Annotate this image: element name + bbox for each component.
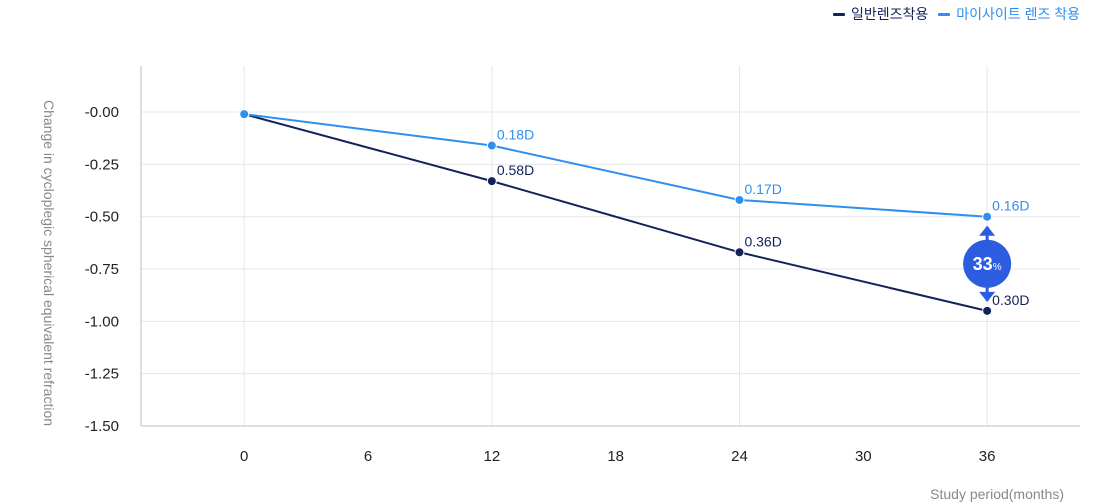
series-line-regular: [243, 113, 988, 312]
data-label-mysight: 0.17D: [744, 181, 781, 197]
y-tick-label: -0.75: [85, 261, 119, 278]
legend-item-regular[interactable]: 일반렌즈착용: [833, 4, 928, 24]
y-tick-label: -1.00: [85, 313, 119, 330]
badge-circle: [963, 239, 1012, 288]
x-axis-title: Study period(months): [930, 486, 1064, 502]
legend-swatch-mysight: [938, 12, 951, 16]
grid: [141, 66, 1080, 426]
y-tick-label: -0.00: [85, 104, 119, 121]
data-label-mysight: 0.18D: [497, 127, 534, 143]
series-line-mysight: [244, 113, 988, 218]
badge-number: 33: [973, 254, 993, 274]
x-tick-label: 36: [979, 448, 996, 465]
badge-arrow-down: [979, 291, 996, 302]
x-tick-label: 18: [607, 448, 624, 465]
y-tick-label: -1.25: [85, 366, 119, 383]
data-point-mysight: [239, 109, 250, 120]
legend-swatch-regular: [833, 12, 846, 16]
data-labels: 0.58D 0.36D 0.30D 0.18D 0.17D 0.16D: [497, 127, 1030, 308]
data-point-regular: [734, 247, 745, 258]
legend-label-regular: 일반렌즈착용: [851, 6, 929, 22]
data-point-mysight: [486, 140, 497, 151]
badge-unit: %: [993, 262, 1002, 273]
legend-label-mysight: 마이사이트 렌즈 착용: [956, 6, 1080, 22]
data-point-mysight: [734, 194, 745, 205]
legend: 일반렌즈착용 마이사이트 렌즈 착용: [833, 4, 1080, 24]
badge-arrow-up: [979, 225, 996, 236]
data-point-regular: [486, 176, 497, 187]
difference-badge: 33%: [963, 225, 1012, 302]
y-tick-label: -0.25: [85, 156, 119, 173]
data-label-regular: 0.58D: [497, 162, 534, 178]
x-tick-label: 24: [731, 448, 748, 465]
data-point-mysight: [982, 211, 993, 222]
x-tick-label: 12: [483, 448, 500, 465]
y-axis-title: Change in cycloplegic spherical equivale…: [41, 100, 57, 426]
legend-item-mysight[interactable]: 마이사이트 렌즈 착용: [938, 4, 1080, 24]
x-tick-label: 6: [364, 448, 372, 465]
data-label-regular: 0.36D: [744, 233, 781, 249]
badge-value: 33%: [973, 254, 1002, 274]
data-label-regular: 0.30D: [992, 292, 1029, 308]
x-tick-label: 0: [240, 448, 248, 465]
y-tick-label: -0.50: [85, 209, 119, 226]
y-tick-label: -1.50: [85, 418, 119, 435]
series: [239, 109, 993, 316]
data-point-regular: [982, 305, 993, 316]
axes: -0.00 -0.25 -0.50 -0.75 -1.00 -1.25 -1.50 0 6 12 1…: [41, 66, 1080, 502]
x-tick-label: 30: [855, 448, 872, 465]
data-label-mysight: 0.16D: [992, 198, 1029, 214]
